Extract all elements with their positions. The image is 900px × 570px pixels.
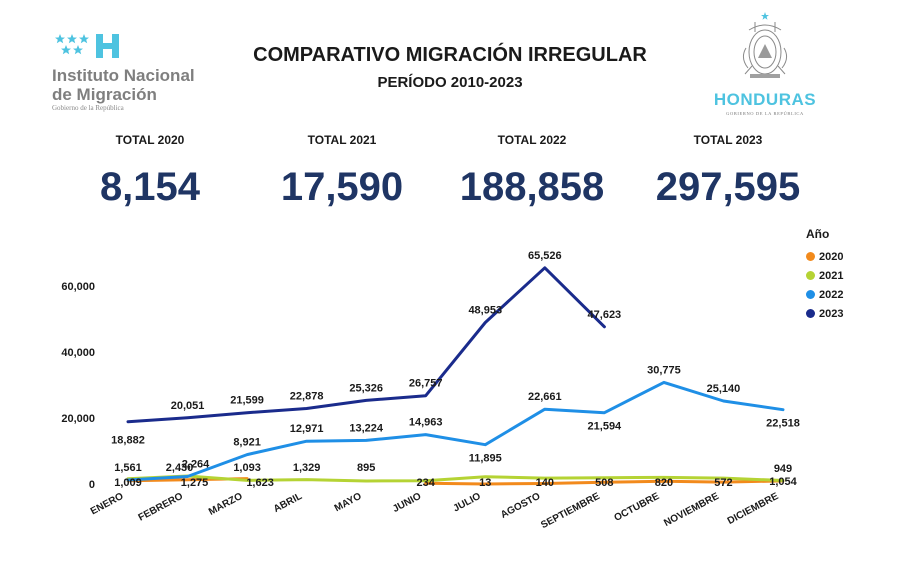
- x-tick-label-noviembre: NOVIEMBRE: [662, 491, 721, 529]
- data-label-2021-diciembre: 1,054: [769, 476, 797, 488]
- data-label-2020-septiembre: 508: [595, 477, 613, 489]
- data-label-2023-junio: 26,757: [409, 378, 443, 390]
- data-label-2023-septiembre: 47,623: [588, 309, 622, 321]
- data-label-2022-marzo: 8,921: [233, 437, 261, 449]
- inm-name-line2: de Migración: [52, 85, 157, 104]
- data-label-2021-abril: 1,329: [293, 462, 321, 474]
- page-subtitle: PERÍODO 2010-2023: [377, 74, 523, 91]
- legend-item-2023: 2023: [806, 304, 843, 323]
- inm-logo: Instituto Nacional de Migración Gobierno…: [52, 30, 242, 120]
- data-label-2022-octubre: 30,775: [647, 364, 681, 376]
- chart-legend: Año 2020 2021 2022 2023: [806, 227, 843, 323]
- legend-marker-2020: [806, 252, 815, 261]
- data-label-2020-enero: 1,009: [114, 477, 142, 489]
- data-label-2020-julio: 13: [479, 477, 491, 489]
- y-tick-label: 0: [89, 479, 95, 491]
- x-tick-label-diciembre: DICIEMBRE: [726, 491, 781, 527]
- data-label-2020-noviembre: 572: [714, 477, 732, 489]
- legend-marker-2023: [806, 309, 815, 318]
- legend-title: Año: [806, 227, 830, 241]
- legend-label-2020: 2020: [819, 250, 844, 263]
- data-label-2020-agosto: 140: [536, 477, 554, 489]
- data-label-2020-febrero: 1,275: [181, 477, 209, 489]
- kpi-value-2023: 297,595: [655, 165, 801, 209]
- honduras-subtitle: GOBIERNO DE LA REPÚBLICA: [726, 111, 804, 116]
- legend-item-2022: 2022: [806, 285, 843, 304]
- kpi-label-2022: TOTAL 2022: [497, 133, 567, 147]
- inm-subtitle: Gobierno de la República: [52, 104, 124, 112]
- data-label-2023-agosto: 65,526: [528, 250, 562, 262]
- kpi-label-2021: TOTAL 2021: [307, 133, 377, 147]
- kpi-label-2020: TOTAL 2020: [115, 133, 185, 147]
- kpi-value-2020: 8,154: [99, 165, 201, 209]
- data-label-2022-abril: 12,971: [290, 423, 324, 435]
- series-line-2021: [126, 474, 785, 483]
- data-label-2022-diciembre: 22,518: [766, 418, 800, 430]
- series-line-2023: [126, 266, 606, 424]
- page-title: COMPARATIVO MIGRACIÓN IRREGULAR: [253, 44, 647, 66]
- kpi-value-2022: 188,858: [459, 165, 605, 209]
- legend-item-2021: 2021: [806, 266, 843, 285]
- legend-marker-2022: [806, 290, 815, 299]
- data-label-2022-septiembre: 21,594: [588, 421, 623, 433]
- x-tick-label-julio: JULIO: [452, 491, 483, 515]
- data-label-2020-diciembre: 949: [774, 463, 792, 475]
- x-tick-label-febrero: FEBRERO: [137, 491, 186, 524]
- series-line-2022: [126, 380, 785, 482]
- legend-label-2021: 2021: [819, 269, 844, 282]
- data-label-2020-junio: 234: [417, 477, 436, 489]
- data-label-2022-agosto: 22,661: [528, 391, 562, 403]
- kpi-label-2023: TOTAL 2023: [693, 133, 763, 147]
- x-tick-label-octubre: OCTUBRE: [612, 491, 661, 524]
- coat-of-arms-icon: [742, 12, 788, 78]
- y-tick-label: 40,000: [61, 347, 95, 359]
- legend-item-2020: 2020: [806, 247, 843, 266]
- data-label-2021-enero: 1,561: [114, 462, 142, 474]
- legend-label-2023: 2023: [819, 307, 844, 320]
- data-label-2022-febrero: 2,264: [182, 459, 210, 471]
- data-label-2022-julio: 11,895: [469, 453, 502, 465]
- inm-name: Instituto Nacional de Migración: [52, 66, 195, 104]
- data-label-2023-marzo: 21,599: [230, 395, 264, 407]
- legend-marker-2021: [806, 271, 815, 280]
- x-tick-label-junio: JUNIO: [391, 491, 423, 515]
- x-tick-label-septiembre: SEPTIEMBRE: [539, 491, 602, 531]
- x-tick-label-enero: ENERO: [89, 491, 126, 518]
- data-label-2020-marzo: 1,623: [246, 477, 274, 489]
- data-label-2021-febrero: 2,430: [166, 462, 194, 474]
- data-label-2023-febrero: 20,051: [171, 400, 205, 412]
- data-label-2023-mayo: 25,326: [349, 382, 383, 394]
- inm-name-line1: Instituto Nacional: [52, 66, 195, 85]
- x-tick-label-mayo: MAYO: [333, 491, 364, 514]
- honduras-logo: HONDURAS GOBIERNO DE LA REPÚBLICA: [700, 8, 830, 118]
- honduras-name: HONDURAS: [713, 90, 817, 109]
- kpi-value-2021: 17,590: [280, 165, 404, 209]
- x-tick-label-abril: ABRIL: [272, 491, 304, 515]
- data-label-2020-octubre: 820: [655, 477, 673, 489]
- data-label-2022-mayo: 13,224: [349, 422, 384, 434]
- y-tick-label: 20,000: [61, 413, 95, 425]
- inm-h-logo-icon: [55, 34, 119, 58]
- x-tick-label-agosto: AGOSTO: [499, 491, 542, 521]
- x-tick-label-marzo: MARZO: [207, 491, 245, 518]
- data-label-2023-enero: 18,882: [111, 435, 145, 447]
- y-tick-label: 60,000: [61, 281, 95, 293]
- data-label-2023-abril: 22,878: [290, 391, 324, 403]
- data-label-2022-noviembre: 25,140: [707, 383, 741, 395]
- data-label-2021-marzo: 1,093: [233, 462, 261, 474]
- data-label-2021-mayo: 895: [357, 462, 375, 474]
- legend-label-2022: 2022: [819, 288, 844, 301]
- data-label-2022-junio: 14,963: [409, 417, 443, 429]
- data-label-2023-julio: 48,953: [468, 304, 502, 316]
